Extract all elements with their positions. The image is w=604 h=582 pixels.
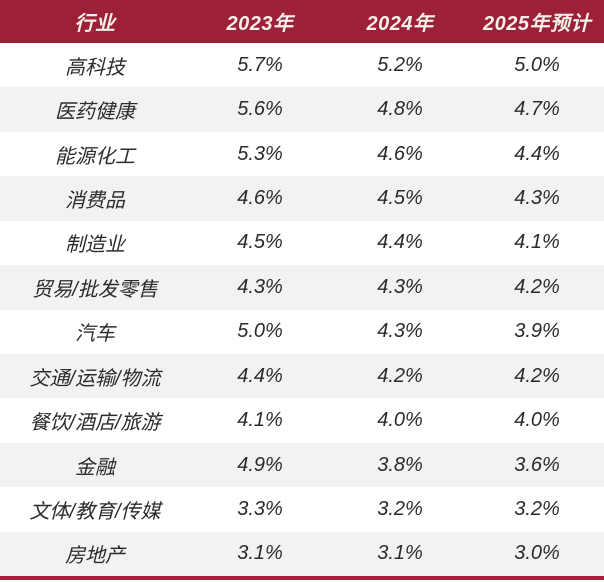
value-2024: 4.8% bbox=[377, 98, 423, 121]
industry-label: 高科技 bbox=[65, 56, 125, 79]
table-body: 高科技 5.7% 5.2% 5.0% 医药健康 5.6% 4.8% 4.7% 能… bbox=[0, 43, 604, 577]
table-row: 制造业 4.5% 4.4% 4.1% bbox=[0, 220, 604, 266]
table-row: 金融 4.9% 3.8% 3.6% bbox=[0, 442, 604, 488]
value-2023: 3.1% bbox=[237, 542, 283, 565]
industry-label: 医药健康 bbox=[55, 101, 135, 124]
table-row: 文体/教育/传媒 3.3% 3.2% 3.2% bbox=[0, 487, 604, 532]
column-header-2024: 2024年 bbox=[366, 13, 434, 35]
value-2025: 4.0% bbox=[514, 409, 560, 432]
industry-label: 餐饮/酒店/旅游 bbox=[29, 412, 161, 435]
bottom-accent-rule bbox=[0, 576, 604, 580]
value-2025: 3.6% bbox=[514, 453, 560, 476]
industry-label: 汽车 bbox=[75, 323, 115, 346]
value-2023: 4.4% bbox=[237, 364, 283, 387]
value-2025: 3.2% bbox=[514, 497, 560, 520]
table-row: 交通/运输/物流 4.4% 4.2% 4.2% bbox=[0, 353, 604, 399]
value-2025: 3.0% bbox=[514, 542, 560, 565]
value-2023: 4.6% bbox=[237, 186, 283, 209]
value-2023: 4.9% bbox=[237, 453, 283, 476]
table-header-row: 行业 2023年 2024年 2025年预计 bbox=[0, 0, 604, 43]
column-header-2023: 2023年 bbox=[226, 13, 294, 35]
industry-label: 制造业 bbox=[65, 234, 125, 257]
value-2024: 5.2% bbox=[377, 53, 423, 76]
industry-label: 消费品 bbox=[65, 189, 125, 212]
value-2024: 4.5% bbox=[377, 186, 423, 209]
industry-label: 能源化工 bbox=[55, 145, 135, 168]
industry-label: 贸易/批发零售 bbox=[32, 278, 158, 301]
value-2024: 4.2% bbox=[377, 364, 423, 387]
value-2025: 5.0% bbox=[514, 53, 560, 76]
value-2025: 4.7% bbox=[514, 98, 560, 121]
value-2023: 4.3% bbox=[237, 275, 283, 298]
value-2025: 3.9% bbox=[514, 320, 560, 343]
value-2023: 4.5% bbox=[237, 231, 283, 254]
value-2023: 5.7% bbox=[237, 53, 283, 76]
value-2024: 4.6% bbox=[377, 142, 423, 165]
table-row: 汽车 5.0% 4.3% 3.9% bbox=[0, 309, 604, 354]
industry-label: 交通/运输/物流 bbox=[29, 367, 161, 390]
table-row: 医药健康 5.6% 4.8% 4.7% bbox=[0, 87, 604, 132]
value-2023: 5.0% bbox=[237, 320, 283, 343]
value-2023: 4.1% bbox=[237, 409, 283, 432]
value-2024: 3.1% bbox=[377, 542, 423, 565]
value-2024: 4.3% bbox=[377, 275, 423, 298]
table-row: 消费品 4.6% 4.5% 4.3% bbox=[0, 176, 604, 221]
industry-label: 金融 bbox=[75, 456, 115, 479]
value-2024: 4.4% bbox=[377, 231, 423, 254]
value-2024: 3.2% bbox=[377, 497, 423, 520]
table-row: 房地产 3.1% 3.1% 3.0% bbox=[0, 531, 604, 577]
column-header-2025-forecast: 2025年预计 bbox=[483, 13, 591, 35]
industry-label: 房地产 bbox=[65, 545, 125, 568]
table-row: 餐饮/酒店/旅游 4.1% 4.0% 4.0% bbox=[0, 398, 604, 443]
value-2025: 4.2% bbox=[514, 275, 560, 298]
table-row: 贸易/批发零售 4.3% 4.3% 4.2% bbox=[0, 265, 604, 310]
value-2023: 5.6% bbox=[237, 98, 283, 121]
value-2023: 3.3% bbox=[237, 497, 283, 520]
value-2024: 4.3% bbox=[377, 320, 423, 343]
value-2025: 4.3% bbox=[514, 186, 560, 209]
column-header-industry: 行业 bbox=[74, 13, 116, 35]
value-2025: 4.2% bbox=[514, 364, 560, 387]
value-2024: 4.0% bbox=[377, 409, 423, 432]
table-row: 高科技 5.7% 5.2% 5.0% bbox=[0, 43, 604, 88]
table-row: 能源化工 5.3% 4.6% 4.4% bbox=[0, 131, 604, 177]
value-2025: 4.4% bbox=[514, 142, 560, 165]
value-2025: 4.1% bbox=[514, 231, 560, 254]
industry-label: 文体/教育/传媒 bbox=[29, 500, 161, 523]
value-2023: 5.3% bbox=[237, 142, 283, 165]
value-2024: 3.8% bbox=[377, 453, 423, 476]
